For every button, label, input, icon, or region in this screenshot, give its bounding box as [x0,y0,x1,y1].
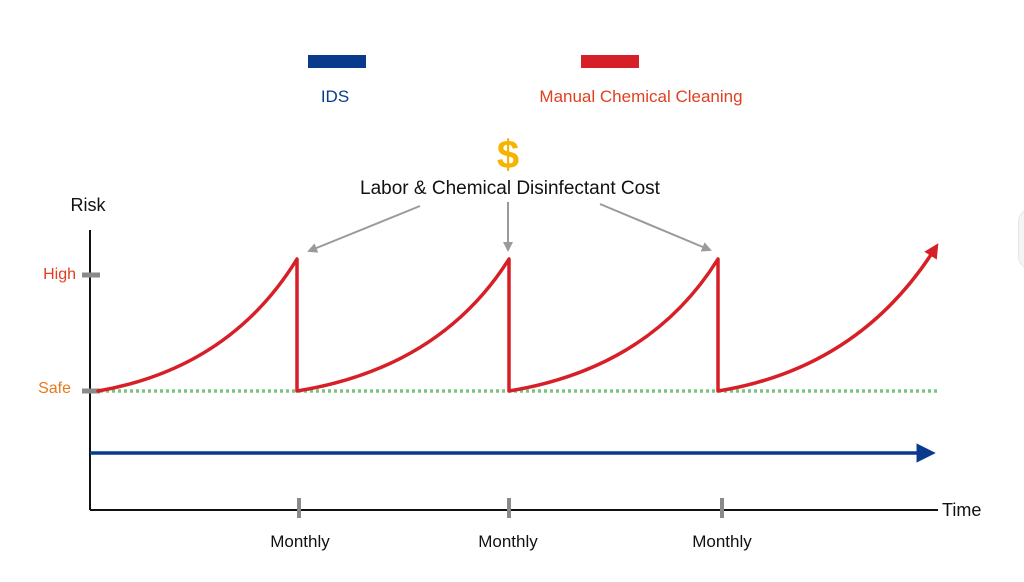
edge-tab [1018,208,1024,270]
legend-swatch-manual [581,55,639,68]
cost-arrow-1 [307,205,421,253]
y-tick-label-safe: Safe [38,380,71,397]
manual-cleaning-risk-curve [96,243,939,393]
y-axis-label: Risk [71,195,107,215]
cost-arrow-3 [599,203,712,252]
x-tick-label-2: Monthly [478,532,538,551]
dollar-icon: $ [497,133,519,177]
cost-label: Labor & Chemical Disinfectant Cost [360,178,661,199]
x-tick-label-1: Monthly [270,532,330,551]
legend: IDS Manual Chemical Cleaning [308,55,743,106]
legend-swatch-ids [308,55,366,68]
legend-label-manual: Manual Chemical Cleaning [539,87,742,106]
cost-annotation: $ Labor & Chemical Disinfectant Cost [307,133,712,253]
x-axis-label: Time [942,500,981,520]
x-tick-label-3: Monthly [692,532,752,551]
y-tick-label-high: High [43,266,76,283]
legend-label-ids: IDS [321,87,349,106]
axes: Risk Time High Safe Monthly Monthly Mont… [38,195,981,551]
